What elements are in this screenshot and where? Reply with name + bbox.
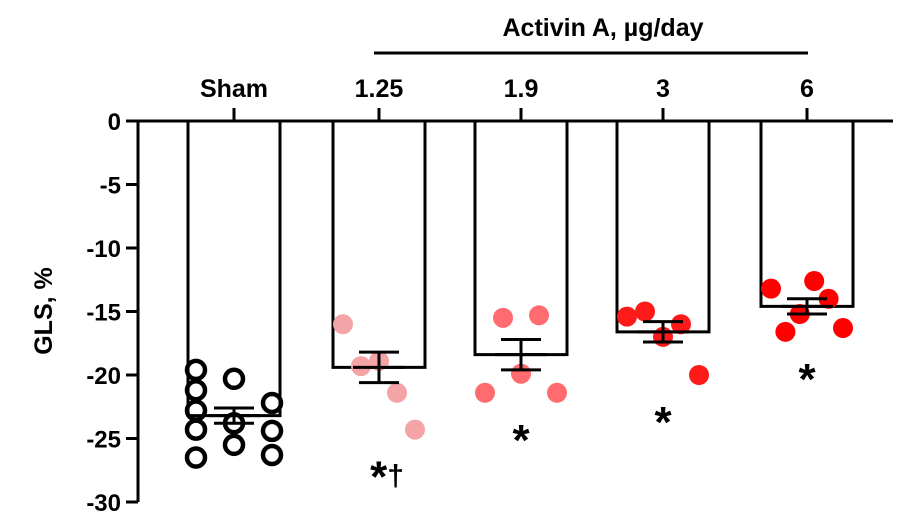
data-point — [761, 278, 781, 299]
y-axis: 0 -5 -10 -15 -20 -25 -30 — [86, 108, 893, 516]
category-label: Sham — [200, 75, 268, 103]
data-point — [833, 318, 853, 339]
y-axis-title: GLS, % — [30, 267, 58, 355]
category-label: 6 — [800, 75, 814, 103]
category-label: 1.9 — [504, 75, 539, 103]
data-point — [493, 307, 513, 328]
y-tick-label: -5 — [100, 173, 121, 200]
data-point — [617, 306, 637, 327]
category-label: 3 — [656, 75, 670, 103]
y-tick-label: -30 — [86, 490, 121, 516]
y-tick-label: -20 — [86, 363, 121, 390]
data-point — [775, 321, 796, 342]
data-point — [260, 443, 284, 467]
bar — [615, 121, 711, 334]
data-point — [689, 365, 709, 385]
data-point — [184, 378, 208, 402]
significance-label: *† — [370, 453, 404, 502]
data-point — [184, 446, 208, 469]
data-point — [804, 271, 825, 292]
data-point — [529, 305, 549, 326]
significance-label: * — [654, 398, 672, 447]
data-point — [671, 314, 691, 335]
data-point — [547, 382, 567, 403]
significance-label: * — [798, 355, 816, 404]
y-tick-label: -10 — [86, 236, 121, 263]
y-tick-label: -15 — [86, 300, 121, 327]
data-point — [184, 418, 208, 441]
data-point — [222, 433, 246, 457]
data-point — [260, 391, 284, 415]
data-point — [333, 314, 353, 335]
data-point — [475, 382, 495, 403]
group-label: Activin A, µg/day — [502, 14, 703, 42]
data-point — [818, 288, 839, 309]
labels: GLS, % Activin A, µg/day Sham 1.25 *† 1.9 * 3 * 6… — [30, 14, 816, 502]
data-points — [184, 271, 853, 469]
category-label: 1.25 — [355, 75, 404, 103]
y-tick-label: -25 — [86, 427, 121, 454]
significance-label: * — [512, 416, 530, 465]
data-point — [222, 367, 246, 391]
data-point — [387, 382, 407, 403]
data-point — [635, 301, 655, 322]
y-tick-label: 0 — [108, 109, 121, 136]
data-point — [260, 419, 284, 443]
bar — [473, 121, 569, 357]
data-point — [405, 419, 425, 440]
data-point — [184, 358, 208, 382]
